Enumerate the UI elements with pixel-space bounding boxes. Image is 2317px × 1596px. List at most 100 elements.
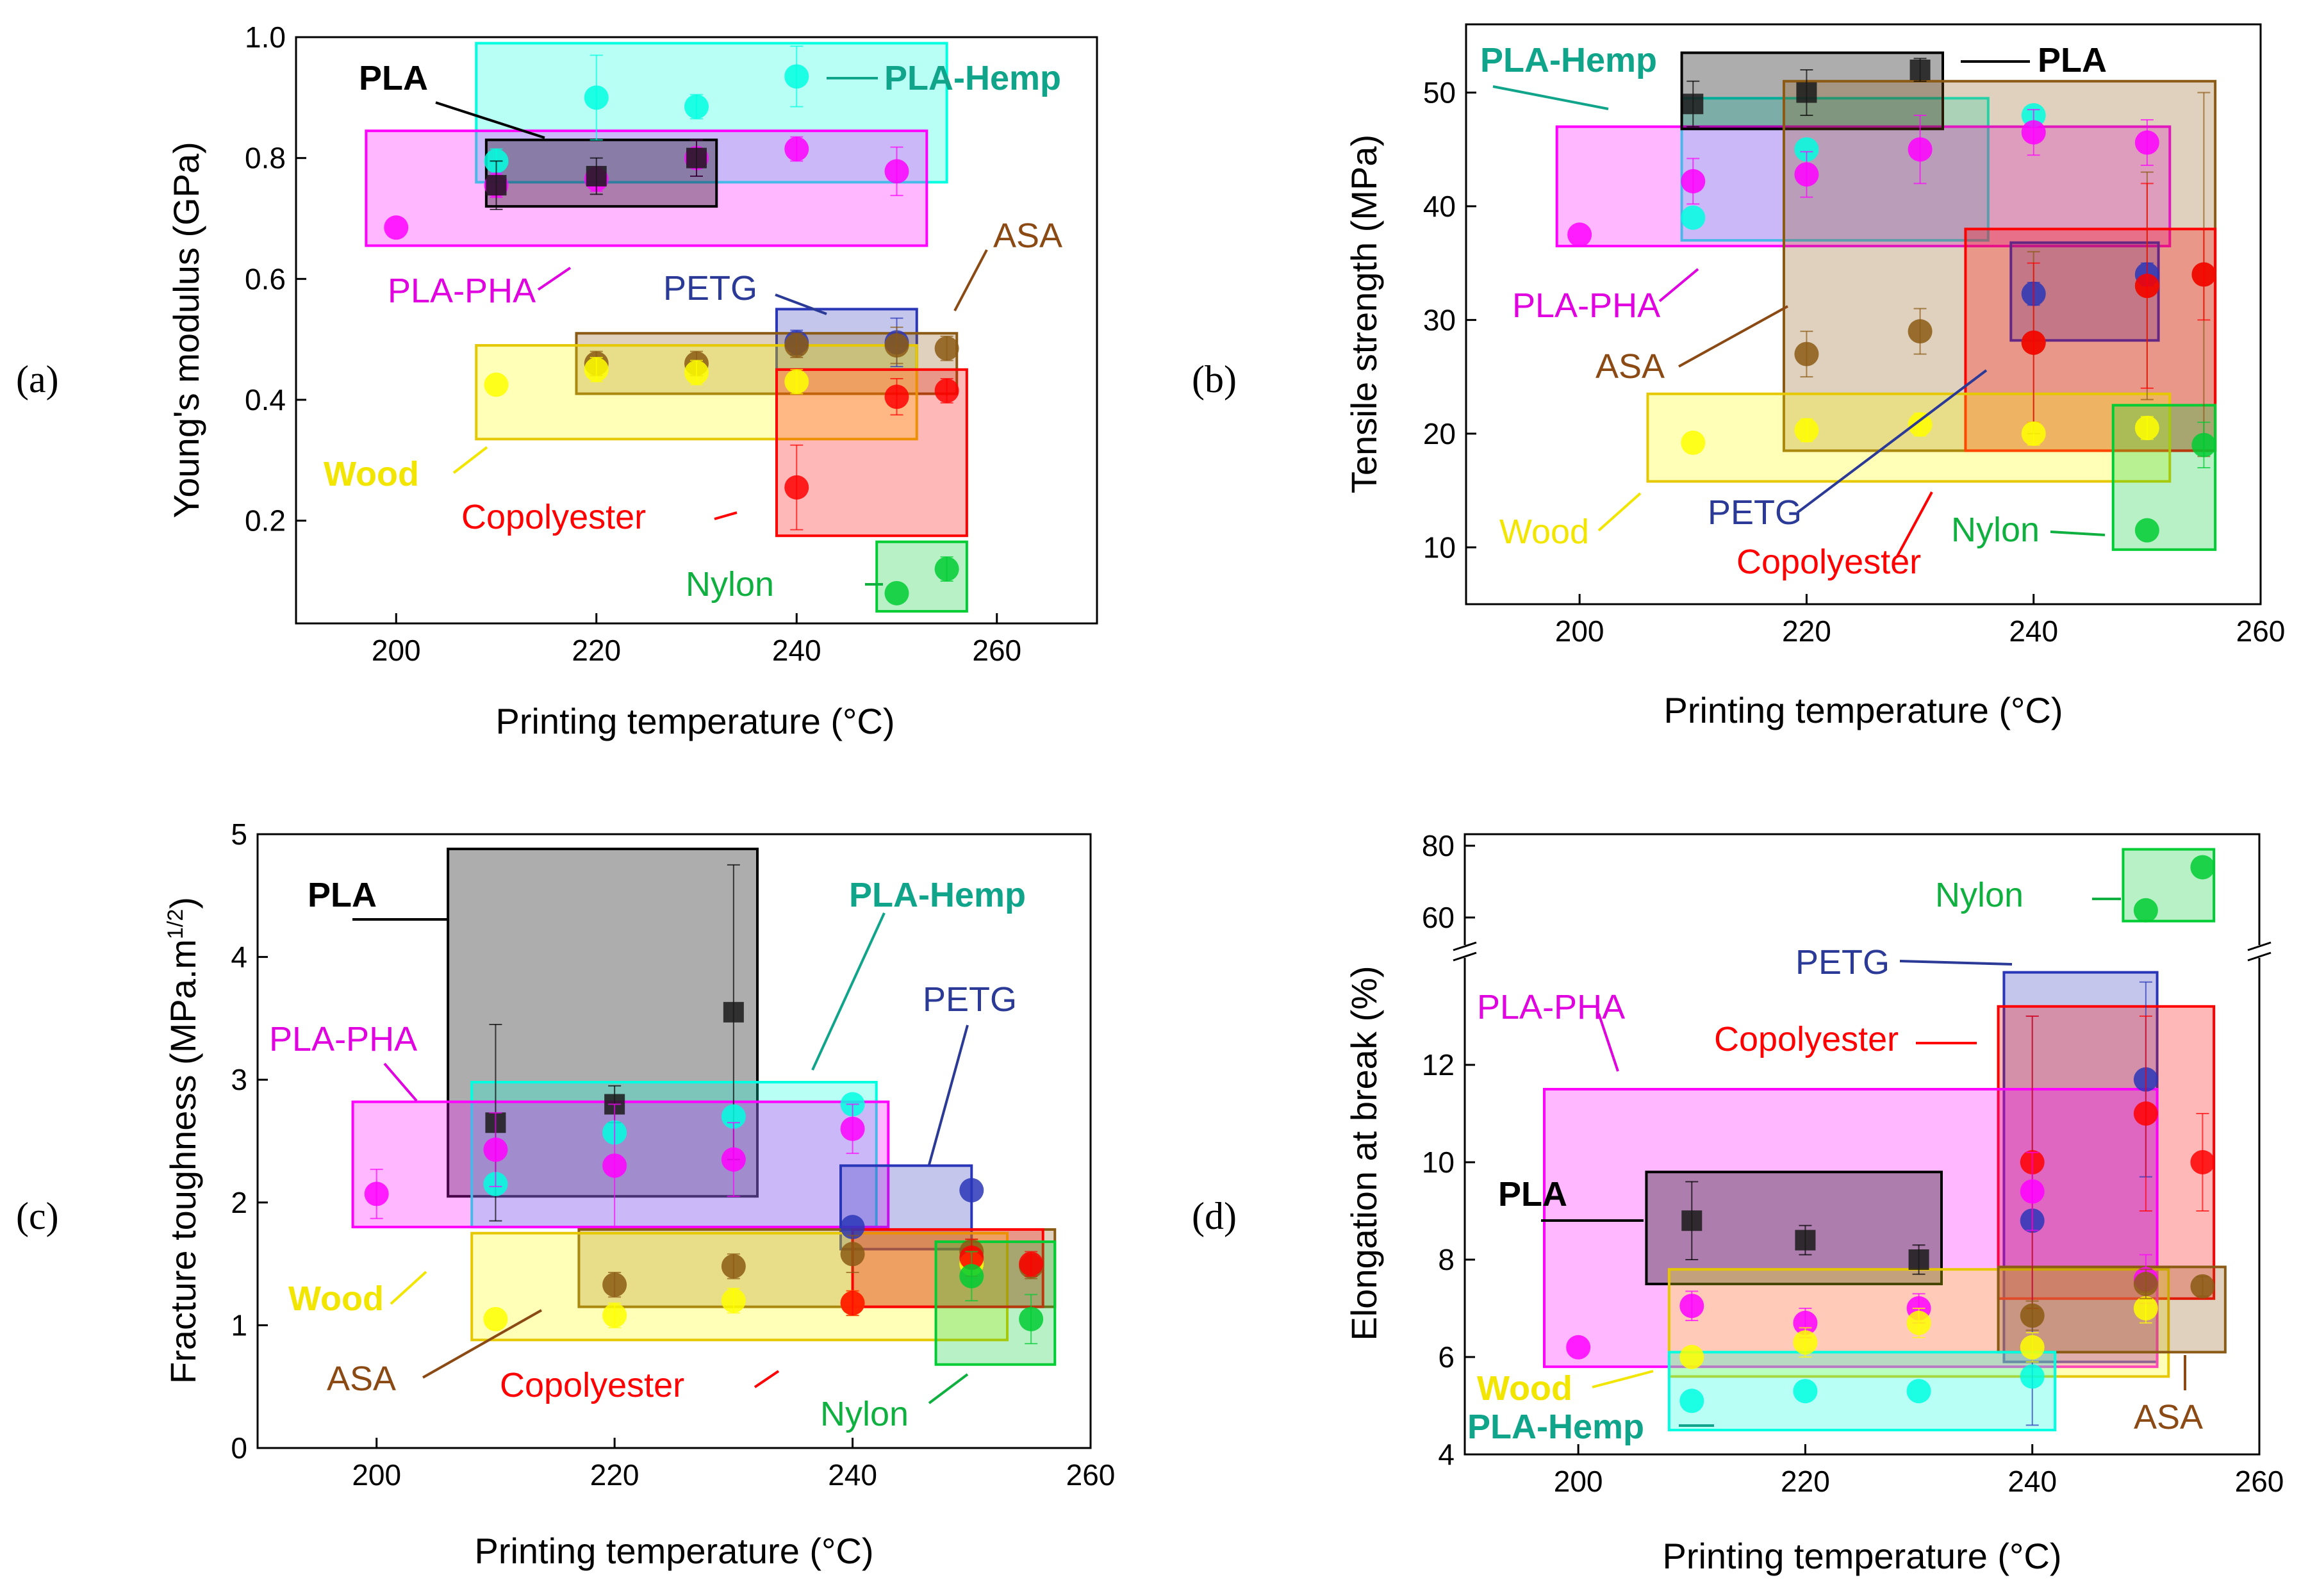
- panel-d: (d) Printing temperature (°C) Elongation…: [1192, 829, 2284, 1576]
- axis-ticks: 200 220 240 260 0.2 0.4 0.6 0.8 1.0: [245, 21, 1021, 667]
- y-tick-label: 0.6: [245, 262, 286, 295]
- leader-line: [390, 1271, 427, 1305]
- y-axis-title: Fracture toughness (MPa.m1/2): [163, 897, 203, 1384]
- leader-line: [1597, 492, 1642, 532]
- series-label-nylon: Nylon: [1951, 511, 2040, 549]
- x-axis-title: Printing temperature (°C): [1662, 1536, 2061, 1576]
- data-point-pla: [723, 1001, 744, 1023]
- series-label-petg: PETG: [663, 269, 757, 308]
- y-tick-label: 30: [1423, 303, 1456, 336]
- x-tick-label: 220: [572, 634, 621, 667]
- data-point-copolyester: [2191, 262, 2216, 287]
- series-boxes: [1543, 848, 2227, 1431]
- y-tick-label: 0.8: [245, 142, 286, 175]
- series-box-pla-pha: [365, 129, 928, 247]
- series-boxes: [365, 42, 968, 613]
- leader-line: [1658, 268, 1699, 302]
- x-tick-label: 240: [772, 634, 821, 667]
- data-point-pla: [1683, 94, 1704, 115]
- series-label-pla-pha: PLA-PHA: [1512, 286, 1660, 325]
- y-axis-title-end: ): [163, 897, 203, 909]
- axis-ticks: 200 220 240 260 0 1 2 3 4 5: [231, 818, 1115, 1492]
- y-tick-label: 4: [231, 941, 247, 974]
- data-point-nylon: [2133, 898, 2158, 923]
- data-point-pla-hemp: [1679, 1388, 1704, 1413]
- plot-frame: [256, 833, 1092, 1449]
- data-point-nylon: [1019, 1306, 1044, 1331]
- data-point-asa: [784, 333, 809, 358]
- leader-line: [383, 1062, 418, 1102]
- data-point-petg: [959, 1178, 984, 1203]
- data-point-wood: [1794, 418, 1819, 443]
- data-point-wood: [1793, 1330, 1818, 1355]
- leader-line: [2050, 531, 2106, 536]
- series-label-asa: ASA: [2134, 1398, 2203, 1436]
- data-point-pla: [1681, 1210, 1703, 1231]
- series-labels: Nylon PETG PLA-PHA Copolyester PLA WoodPLA-He…: [1467, 876, 2203, 1446]
- leader-line: [435, 101, 545, 139]
- y-tick-label: 1: [231, 1308, 247, 1342]
- y-tick-label: 8: [1438, 1243, 1455, 1276]
- plot-frame: [295, 36, 1098, 625]
- plot-frame: [1464, 833, 2261, 1456]
- series-label-pla-pha: PLA-PHA: [269, 1020, 417, 1058]
- axis-break: [1453, 941, 2272, 962]
- data-point-asa: [840, 1242, 865, 1267]
- series-box-pla-hemp: [1667, 1351, 2057, 1431]
- series-label-pla-pha: PLA-PHA: [388, 272, 536, 310]
- series-label-pla-hemp: PLA-Hemp: [1480, 41, 1657, 79]
- data-point-pla-pha: [364, 1181, 389, 1206]
- series-label-asa: ASA: [993, 217, 1062, 255]
- data-point-pla-pha: [2134, 130, 2159, 155]
- series-label-petg: PETG: [1708, 493, 1802, 532]
- data-point-nylon: [934, 557, 959, 582]
- axis-ticks: 200 220 240 260 10 20 30 40 50: [1423, 76, 2286, 648]
- series-box-copolyester: [775, 368, 968, 538]
- panel-label: (d): [1192, 1195, 1237, 1237]
- data-point-nylon: [2191, 432, 2216, 457]
- panel-label: (c): [16, 1195, 59, 1237]
- y-tick-label: 60: [1422, 901, 1455, 934]
- data-points: [1567, 58, 2216, 543]
- data-point-wood: [2020, 1335, 2045, 1360]
- data-point-pla-pha: [483, 1137, 508, 1162]
- data-point-asa: [2020, 1303, 2045, 1328]
- leader-line: [1678, 305, 1788, 368]
- plot-frame: [1465, 23, 2262, 605]
- y-tick-label: 0: [231, 1431, 247, 1465]
- series-label-pla: PLA: [1498, 1175, 1567, 1213]
- data-point-copolyester: [784, 475, 809, 500]
- data-point-asa: [934, 336, 959, 361]
- y-tick-label: 0.2: [245, 504, 286, 538]
- data-point-pla-pha: [1681, 169, 1706, 193]
- panel-c: (c) Printing temperature (°C) Fracture t…: [16, 818, 1115, 1571]
- data-point-wood: [602, 1303, 627, 1328]
- data-point-wood: [721, 1288, 746, 1313]
- data-point-wood: [2134, 415, 2159, 440]
- series-label-pla: PLA: [359, 59, 428, 97]
- y-axis-title-main: Fracture toughness (MPa.m: [163, 939, 203, 1384]
- data-point-copolyester: [2133, 1101, 2158, 1126]
- data-points: [384, 45, 959, 605]
- x-tick-label: 200: [372, 634, 421, 667]
- y-tick-label: 2: [231, 1186, 247, 1219]
- series-box-pla-hemp: [470, 1081, 878, 1229]
- series-label-nylon: Nylon: [686, 565, 774, 604]
- data-point-pla-hemp: [1793, 1379, 1818, 1404]
- series-label-pla-pha: PLA-PHA: [1477, 988, 1625, 1026]
- series-label-pla-hemp: PLA-Hemp: [884, 59, 1061, 97]
- data-point-pla-pha: [1794, 162, 1819, 187]
- series-label-copolyester: Copolyester: [500, 1366, 684, 1404]
- series-boxes: [1555, 51, 2217, 551]
- break-slash: [2247, 951, 2272, 962]
- data-point-pla-hemp: [584, 85, 609, 110]
- data-point-pla-hemp: [2020, 1364, 2045, 1389]
- data-point-wood: [483, 1306, 508, 1331]
- data-point-pla: [686, 147, 707, 169]
- series-label-wood: Wood: [324, 455, 419, 493]
- leader-line: [754, 1370, 780, 1388]
- data-points: [364, 864, 1044, 1345]
- x-tick-label: 260: [2235, 1465, 2284, 1498]
- data-point-pla-pha: [2021, 120, 2046, 145]
- data-point-pla-pha: [2020, 1179, 2045, 1204]
